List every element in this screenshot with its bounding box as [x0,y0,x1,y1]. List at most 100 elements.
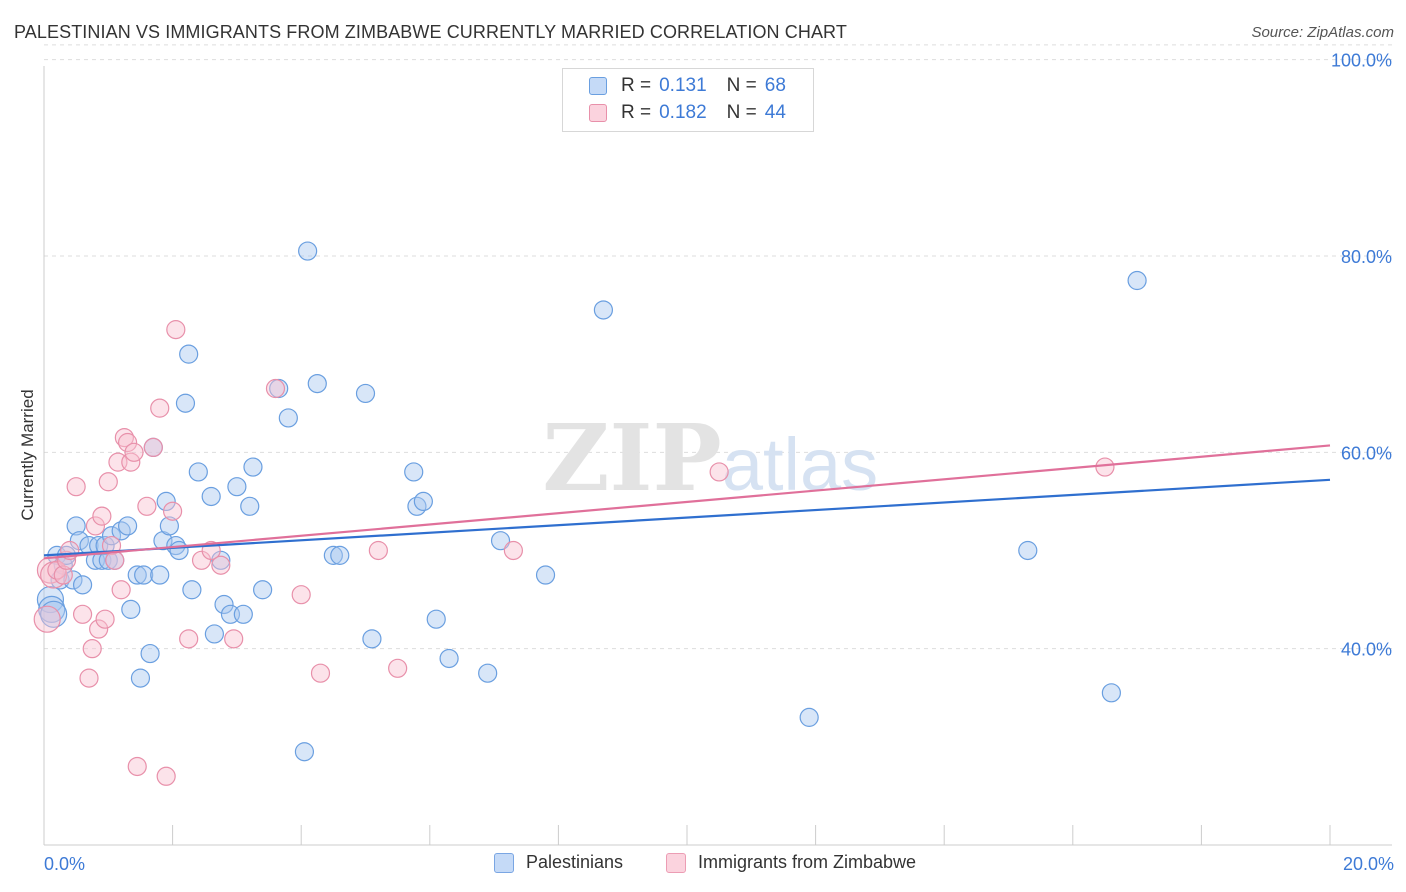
watermark-zip: ZIP [542,404,721,512]
point-palestinian [169,540,189,561]
point-zimbabwe [53,565,73,585]
stats-n-value: 68 [764,75,786,96]
stats-r-label: R = [621,75,652,96]
point-palestinian [294,742,315,762]
point-palestinian [101,526,122,546]
point-palestinian [233,604,253,624]
point-palestinian [179,344,199,364]
point-zimbabwe [79,668,99,688]
watermark: ZIP atlas [542,404,878,512]
point-palestinian [69,531,89,551]
y-tick-label: 80.0% [1341,247,1392,267]
chart-title: PALESTINIAN VS IMMIGRANTS FROM ZIMBABWE … [14,22,847,42]
legend-item-palestinians[interactable]: Palestinians [494,852,623,873]
point-zimbabwe [191,550,212,570]
point-zimbabwe [98,472,118,492]
point-zimbabwe [124,442,144,462]
point-zimbabwe [89,619,109,639]
stats-n-label: N = [726,75,757,96]
point-palestinian [211,550,231,570]
legend-label-palestinians: Palestinians [526,852,624,872]
stats-legend: R = 0.131 N = 68 R = 0.182 N = 44 [562,68,814,132]
point-palestinian [111,521,131,541]
y-tick-label: 60.0% [1341,443,1392,463]
point-palestinian [413,491,433,512]
point-palestinian [66,516,86,536]
point-zimbabwe [163,501,183,521]
point-palestinian [140,643,160,664]
point-palestinian [156,491,176,512]
point-palestinian [593,300,614,320]
point-palestinian [253,580,273,600]
point-palestinian [182,580,202,600]
point-palestinian [1127,270,1147,291]
point-palestinian [204,624,224,644]
point-palestinian [1018,540,1038,561]
point-palestinian [63,570,83,590]
point-zimbabwe [85,516,106,536]
point-palestinian [1101,683,1121,703]
point-palestinian [214,594,234,615]
point-palestinian [404,462,424,482]
point-palestinian [121,599,141,619]
legend-item-zimbabwe[interactable]: Immigrants from Zimbabwe [666,852,916,873]
point-palestinian [799,707,819,727]
point-palestinian [307,373,327,394]
source-label: Source: ZipAtlas.com [1251,24,1394,41]
point-zimbabwe [709,462,729,482]
point-zimbabwe [92,506,112,526]
point-palestinian [330,545,350,565]
point-palestinian [127,565,147,585]
point-zimbabwe [150,398,170,418]
axes [43,66,1392,846]
point-zimbabwe [224,629,244,649]
point-zimbabwe [33,605,61,633]
point-zimbabwe [265,378,286,399]
point-zimbabwe [166,320,186,340]
point-palestinian [95,535,115,556]
stats-r-value: 0.182 [659,102,707,123]
point-palestinian [117,516,138,536]
point-palestinian [278,408,298,428]
gridlines [44,44,1392,650]
watermark-atlas: atlas [722,423,878,506]
point-zimbabwe [95,609,115,629]
point-palestinian [240,496,260,516]
y-tick-label: 100.0% [1331,51,1392,71]
point-palestinian [159,516,179,536]
point-zimbabwe [310,663,331,683]
x-tick-label: 20.0% [1343,854,1394,874]
legend-swatch-palestinians [494,852,514,873]
point-zimbabwe [1095,457,1115,477]
data-points [33,241,1147,786]
point-zimbabwe [105,550,125,570]
point-palestinian [227,477,247,497]
point-zimbabwe [143,437,163,458]
point-zimbabwe [156,766,176,786]
point-palestinian [323,545,343,565]
point-zimbabwe [117,432,138,453]
point-zimbabwe [503,540,523,561]
point-zimbabwe [211,555,231,575]
point-zimbabwe [127,756,147,777]
stats-row-zimbabwe: R = 0.182 N = 44 [589,101,786,125]
point-palestinian [490,531,511,551]
trend-line-zimbabwe [43,444,1331,560]
point-palestinian [407,496,427,516]
point-palestinian [355,383,376,404]
y-axis-label: Currently Married [18,389,37,521]
stats-n-value: 44 [764,102,786,123]
point-palestinian [150,565,170,585]
trend-line-palestinians [43,478,1331,557]
stats-r-value: 0.131 [659,75,707,96]
point-palestinian [535,565,556,585]
point-zimbabwe [66,477,86,497]
legend-label-zimbabwe: Immigrants from Zimbabwe [698,852,917,872]
trend-lines [43,444,1331,560]
point-palestinian [243,457,263,477]
point-palestinian [134,565,154,585]
legend-swatch-zimbabwe [666,852,686,873]
stats-swatch-zimbabwe [589,104,607,122]
x-tick-label: 0.0% [44,854,85,874]
point-palestinian [362,629,382,649]
